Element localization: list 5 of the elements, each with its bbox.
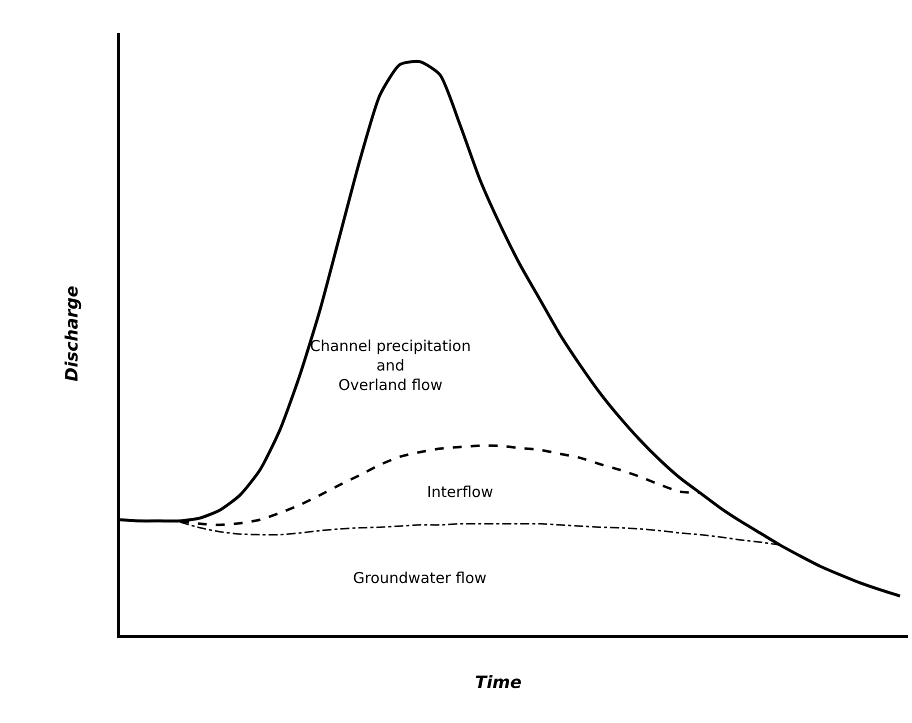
- annotation: Interflow: [427, 483, 494, 501]
- x-axis-title: Time: [475, 673, 522, 693]
- y-axis-title: Discharge: [62, 286, 83, 382]
- annotation: Groundwater flow: [353, 569, 487, 587]
- annotation: Channel precipitation and Overland flow: [310, 337, 471, 394]
